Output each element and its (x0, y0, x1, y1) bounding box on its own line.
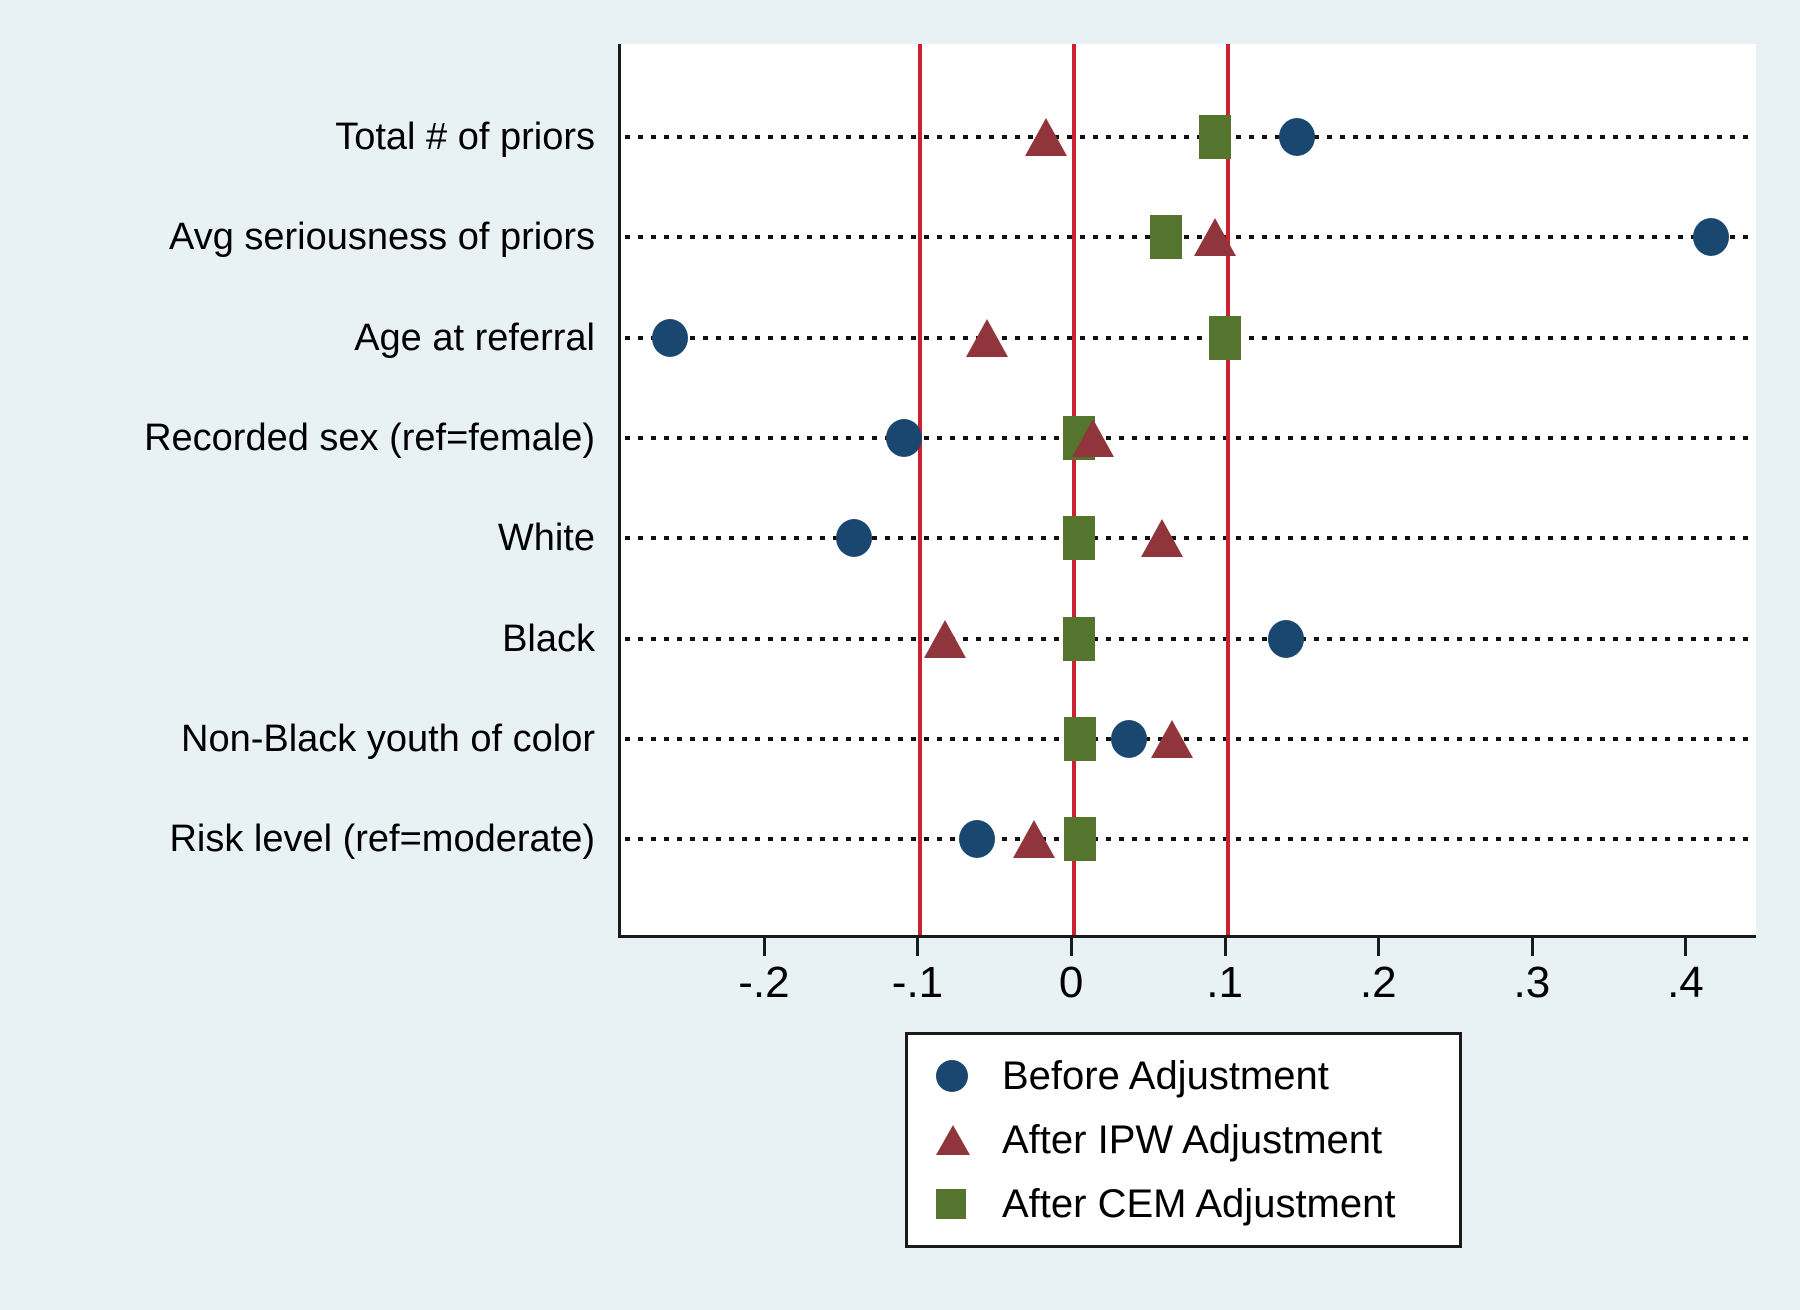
gridline-recorded-sex-ref-female (625, 435, 1752, 440)
legend-label-after-cem-adjustment: After CEM Adjustment (1002, 1181, 1396, 1226)
gridline-risk-level-ref-moderate (625, 837, 1752, 842)
legend-entry-before-adjustment: Before Adjustment (936, 1044, 1459, 1108)
marker-after-cem-adjustment-black (1062, 616, 1095, 661)
x-tick-label-3: .3 (1513, 958, 1551, 1007)
x-tick-label-1: .1 (1206, 958, 1243, 1007)
x-tick-mark-1 (1223, 938, 1227, 956)
marker-before-adjustment-non-black-youth-of-color (1111, 719, 1148, 758)
y-label-total-of-priors: Total # of priors (335, 116, 595, 158)
x-tick-mark-1 (916, 938, 920, 956)
marker-after-ipw-adjustment-recorded-sex-ref-female (1071, 418, 1114, 457)
marker-after-cem-adjustment-age-at-referral (1208, 315, 1241, 360)
marker-after-cem-adjustment-white (1062, 516, 1095, 561)
marker-after-ipw-adjustment-avg-seriousness-of-priors (1194, 218, 1237, 257)
marker-after-cem-adjustment-avg-seriousness-of-priors (1150, 215, 1183, 260)
legend-label-after-ipw-adjustment: After IPW Adjustment (1002, 1117, 1383, 1162)
marker-after-ipw-adjustment-total-of-priors (1025, 118, 1068, 156)
y-label-black: Black (502, 617, 595, 660)
legend-entry-after-ipw-adjustment: After IPW Adjustment (936, 1108, 1459, 1172)
y-label-recorded-sex-ref-female: Recorded sex (ref=female) (144, 416, 595, 459)
x-tick-label-0: 0 (1058, 958, 1084, 1007)
reference-line-0.1 (1225, 44, 1230, 935)
marker-before-adjustment-risk-level-ref-moderate (959, 820, 996, 859)
marker-after-ipw-adjustment-white (1140, 519, 1183, 558)
x-tick-mark-2 (762, 938, 766, 956)
marker-before-adjustment-age-at-referral (652, 318, 689, 357)
y-label-white: White (497, 517, 595, 560)
marker-after-cem-adjustment-non-black-youth-of-color (1064, 716, 1097, 761)
x-tick-mark-3 (1530, 938, 1534, 956)
x-tick-label-1: -.1 (891, 958, 944, 1007)
y-label-avg-seriousness-of-priors: Avg seriousness of priors (169, 216, 595, 259)
y-label-risk-level-ref-moderate: Risk level (ref=moderate) (169, 818, 595, 861)
x-tick-label-2: -.2 (738, 958, 790, 1007)
marker-after-cem-adjustment-total-of-priors (1199, 115, 1232, 159)
marker-after-ipw-adjustment-risk-level-ref-moderate (1013, 820, 1056, 859)
x-tick-mark-0 (1070, 938, 1074, 956)
marker-after-ipw-adjustment-age-at-referral (965, 318, 1008, 357)
marker-before-adjustment-white (836, 519, 873, 558)
x-tick-label-4: .4 (1667, 958, 1704, 1007)
gridline-black (625, 636, 1752, 641)
y-label-age-at-referral: Age at referral (354, 316, 595, 359)
marker-before-adjustment-avg-seriousness-of-priors (1693, 218, 1730, 257)
square-icon (936, 1189, 1002, 1219)
gridline-total-of-priors (625, 135, 1752, 139)
plot-area (618, 44, 1756, 938)
x-tick-label-2: .2 (1359, 958, 1397, 1007)
marker-before-adjustment-black (1268, 619, 1305, 658)
x-tick-mark-2 (1377, 938, 1381, 956)
circle-icon (936, 1060, 1002, 1092)
marker-before-adjustment-total-of-priors (1278, 118, 1315, 156)
legend-entry-after-cem-adjustment: After CEM Adjustment (936, 1172, 1459, 1236)
gridline-age-at-referral (625, 335, 1752, 340)
marker-after-ipw-adjustment-non-black-youth-of-color (1151, 719, 1194, 758)
reference-line--0.1 (918, 44, 923, 935)
x-tick-mark-4 (1684, 938, 1688, 956)
marker-after-ipw-adjustment-black (924, 619, 967, 658)
legend-box: Before Adjustment After IPW Adjustment Aft… (905, 1032, 1462, 1248)
gridline-white (625, 536, 1752, 541)
legend-label-before-adjustment: Before Adjustment (1002, 1053, 1329, 1098)
y-label-non-black-youth-of-color: Non-Black youth of color (181, 717, 595, 760)
marker-before-adjustment-recorded-sex-ref-female (885, 418, 922, 457)
gridline-avg-seriousness-of-priors (625, 235, 1752, 240)
triangle-icon (936, 1125, 1002, 1155)
marker-after-cem-adjustment-risk-level-ref-moderate (1064, 817, 1097, 862)
reference-line-0 (1072, 44, 1077, 935)
